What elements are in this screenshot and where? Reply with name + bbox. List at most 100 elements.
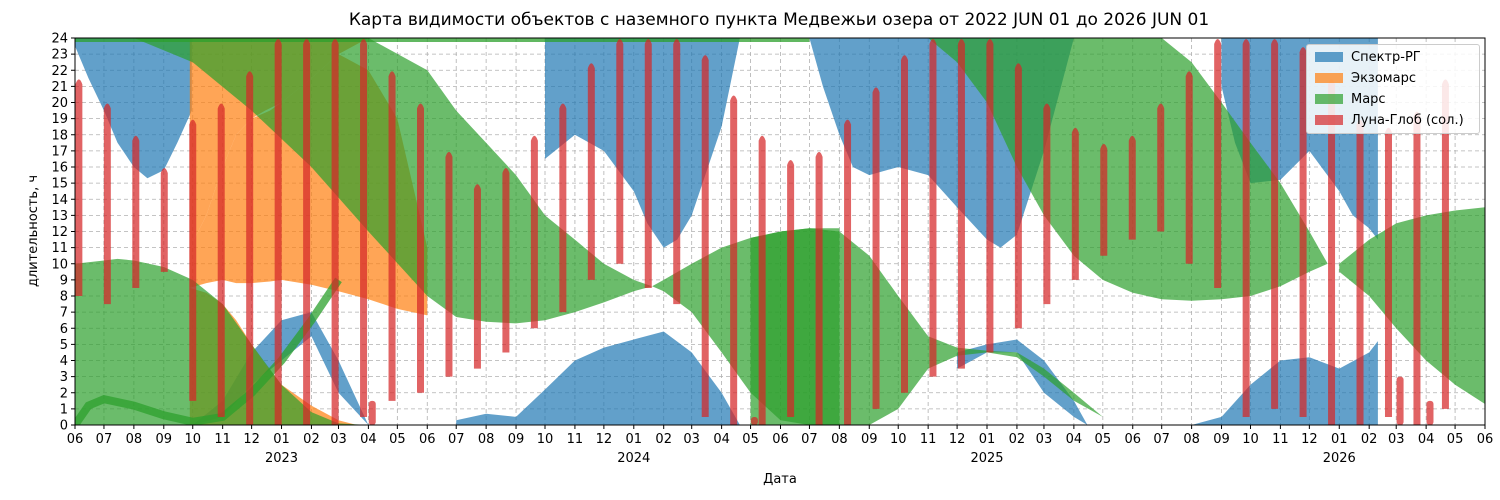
spike-luna-glob bbox=[730, 95, 738, 425]
x-tick-label: 02 bbox=[303, 432, 320, 447]
spike-luna-glob bbox=[673, 39, 681, 305]
x-tick-label: 10 bbox=[890, 432, 907, 447]
y-tick-label: 22 bbox=[51, 64, 68, 79]
y-tick-label: 13 bbox=[51, 209, 68, 224]
x-tick-label: 04 bbox=[1418, 432, 1435, 447]
spike-luna-glob bbox=[986, 39, 994, 353]
y-tick-label: 8 bbox=[60, 290, 68, 305]
y-tick-label: 17 bbox=[51, 144, 68, 159]
x-tick-label: 12 bbox=[1301, 432, 1318, 447]
spike-luna-glob bbox=[360, 39, 368, 417]
y-tick-label: 9 bbox=[60, 273, 68, 288]
x-tick-label: 11 bbox=[1272, 432, 1289, 447]
x-tick-label: 05 bbox=[742, 432, 759, 447]
spike-luna-glob bbox=[1214, 39, 1222, 288]
x-tick-label: 02 bbox=[655, 432, 672, 447]
chart-title: Карта видимости объектов с наземного пун… bbox=[348, 10, 1210, 30]
y-tick-label: 2 bbox=[60, 386, 68, 401]
legend-item-luna-glob: Луна-Глоб (сол.) bbox=[1315, 111, 1464, 129]
area-band-spektr bbox=[75, 38, 192, 179]
y-tick-label: 20 bbox=[51, 96, 68, 111]
x-tick-label: 08 bbox=[1183, 432, 1200, 447]
spike-luna-glob bbox=[1441, 79, 1449, 409]
x-tick-label: 11 bbox=[214, 432, 231, 447]
legend-swatch-spektr bbox=[1315, 52, 1343, 62]
spike-luna-glob bbox=[1271, 39, 1279, 409]
axes: 0123456789101112131415161718192021222324… bbox=[51, 32, 1493, 467]
y-tick-label: 12 bbox=[51, 225, 68, 240]
spike-luna-glob bbox=[1128, 135, 1136, 240]
x-tick-label: 06 bbox=[1124, 432, 1141, 447]
spike-luna-glob bbox=[189, 119, 197, 401]
x-tick-label: 03 bbox=[683, 432, 700, 447]
x-tick-label: 08 bbox=[478, 432, 495, 447]
y-tick-label: 5 bbox=[60, 338, 68, 353]
x-tick-label: 07 bbox=[801, 432, 818, 447]
x-tick-label: 07 bbox=[96, 432, 113, 447]
spike-luna-glob bbox=[1384, 127, 1392, 417]
y-tick-label: 15 bbox=[51, 177, 68, 192]
spike-luna-glob bbox=[473, 184, 481, 369]
legend-swatch-luna-glob bbox=[1315, 115, 1343, 125]
x-year-label: 2026 bbox=[1323, 451, 1356, 466]
x-tick-label: 06 bbox=[67, 432, 84, 447]
area-band-spektr bbox=[545, 38, 740, 248]
x-tick-label: 05 bbox=[1447, 432, 1464, 447]
y-tick-label: 6 bbox=[60, 322, 68, 337]
spike-luna-glob bbox=[750, 416, 758, 425]
spike-luna-glob bbox=[246, 71, 254, 425]
y-tick-label: 21 bbox=[51, 80, 68, 95]
y-tick-label: 3 bbox=[60, 370, 68, 385]
x-tick-label: 09 bbox=[156, 432, 173, 447]
spike-luna-glob bbox=[900, 55, 908, 393]
x-tick-label: 08 bbox=[126, 432, 143, 447]
x-tick-label: 10 bbox=[184, 432, 201, 447]
x-tick-label: 03 bbox=[1388, 432, 1405, 447]
spike-luna-glob bbox=[530, 135, 538, 329]
y-tick-label: 0 bbox=[60, 419, 68, 434]
spike-luna-glob bbox=[1071, 127, 1079, 280]
y-tick-label: 18 bbox=[51, 128, 68, 143]
x-tick-label: 10 bbox=[537, 432, 554, 447]
y-tick-label: 11 bbox=[51, 241, 68, 256]
legend-label-spektr: Спектр-РГ bbox=[1351, 49, 1421, 65]
x-tick-label: 03 bbox=[1036, 432, 1053, 447]
legend-label-exomars: Экзомарс bbox=[1351, 70, 1416, 86]
legend-label-luna-glob: Луна-Глоб (сол.) bbox=[1351, 112, 1464, 128]
x-tick-label: 09 bbox=[508, 432, 525, 447]
legend-label-mars: Марс bbox=[1351, 91, 1386, 107]
x-tick-label: 01 bbox=[273, 432, 290, 447]
spike-luna-glob bbox=[1328, 79, 1336, 425]
x-tick-label: 02 bbox=[1361, 432, 1378, 447]
y-tick-label: 19 bbox=[51, 112, 68, 127]
x-tick-label: 02 bbox=[1009, 432, 1026, 447]
y-tick-label: 24 bbox=[51, 32, 68, 47]
x-tick-label: 09 bbox=[1213, 432, 1230, 447]
legend-swatch-mars bbox=[1315, 94, 1343, 104]
y-tick-label: 16 bbox=[51, 161, 68, 176]
x-year-label: 2025 bbox=[970, 451, 1003, 466]
spike-luna-glob bbox=[132, 135, 140, 288]
spike-luna-glob bbox=[1185, 71, 1193, 264]
x-tick-label: 01 bbox=[979, 432, 996, 447]
area-band-spektr bbox=[456, 331, 740, 425]
y-tick-label: 23 bbox=[51, 48, 68, 63]
spike-luna-glob bbox=[815, 151, 823, 425]
spike-luna-glob bbox=[787, 159, 795, 417]
area-band-spektr bbox=[1191, 341, 1378, 425]
legend-item-mars: Марс bbox=[1315, 90, 1386, 108]
legend-item-spektr: Спектр-РГ bbox=[1315, 48, 1421, 66]
y-tick-label: 14 bbox=[51, 193, 68, 208]
x-tick-label: 04 bbox=[713, 432, 730, 447]
x-tick-label: 12 bbox=[949, 432, 966, 447]
y-axis-label: длительность, ч bbox=[26, 175, 41, 287]
spike-luna-glob bbox=[957, 39, 965, 369]
spike-luna-glob bbox=[388, 71, 396, 401]
spike-luna-glob bbox=[1396, 376, 1404, 425]
area-band-mars bbox=[75, 38, 840, 425]
x-tick-label: 03 bbox=[330, 432, 347, 447]
spike-luna-glob bbox=[274, 39, 282, 425]
x-tick-label: 12 bbox=[596, 432, 613, 447]
spike-luna-glob bbox=[1100, 143, 1108, 256]
